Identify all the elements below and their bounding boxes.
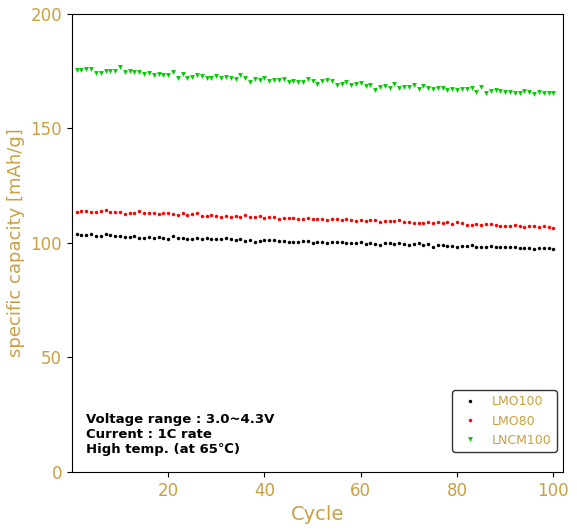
LNCM100 — [324, 76, 331, 83]
LMO80 — [73, 209, 80, 215]
LMO100 — [550, 245, 557, 252]
Line: LNCM100: LNCM100 — [74, 64, 556, 97]
LMO80 — [362, 218, 369, 225]
Line: LMO100: LMO100 — [75, 232, 555, 251]
LMO80 — [516, 222, 523, 229]
LMO80 — [531, 222, 538, 229]
LMO80 — [324, 217, 331, 223]
LMO80 — [170, 210, 177, 217]
LNCM100 — [535, 89, 542, 95]
X-axis label: Cycle: Cycle — [291, 505, 344, 524]
LNCM100 — [170, 68, 177, 75]
LNCM100 — [189, 73, 196, 80]
LMO100 — [362, 241, 369, 247]
LMO80 — [550, 225, 557, 231]
Y-axis label: specific capacity [mAh/g]: specific capacity [mAh/g] — [7, 129, 25, 357]
LMO100 — [324, 239, 331, 246]
LMO100 — [531, 246, 538, 252]
LMO100 — [516, 245, 523, 251]
Text: Voltage range : 3.0~4.3V
Current : 1C rate
High temp. (at 65℃): Voltage range : 3.0~4.3V Current : 1C ra… — [87, 413, 275, 456]
LMO100 — [170, 233, 177, 239]
LMO100 — [88, 231, 95, 237]
LNCM100 — [117, 64, 123, 70]
LNCM100 — [550, 90, 557, 97]
LNCM100 — [362, 83, 369, 89]
LNCM100 — [73, 66, 80, 73]
LMO100 — [73, 232, 80, 238]
LMO100 — [189, 235, 196, 242]
LNCM100 — [516, 90, 523, 96]
LMO80 — [102, 207, 109, 213]
LMO80 — [189, 211, 196, 218]
Legend: LMO100, LMO80, LNCM100: LMO100, LMO80, LNCM100 — [452, 390, 557, 452]
LNCM100 — [531, 91, 538, 97]
LMO100 — [535, 245, 542, 251]
Line: LMO80: LMO80 — [75, 209, 555, 229]
